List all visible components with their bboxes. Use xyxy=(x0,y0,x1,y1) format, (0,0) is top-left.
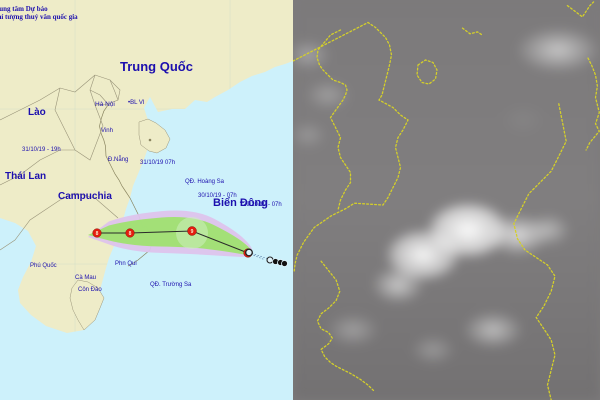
svg-text:8: 8 xyxy=(96,231,99,237)
svg-text:9: 9 xyxy=(191,229,194,235)
svg-text:8: 8 xyxy=(129,231,132,237)
